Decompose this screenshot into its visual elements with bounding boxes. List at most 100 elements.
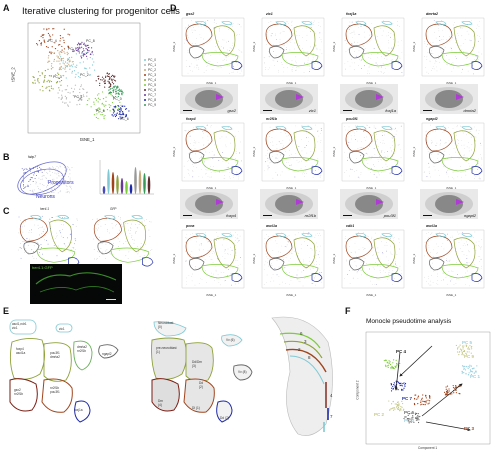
scatter-dot xyxy=(58,185,60,186)
scatter-dot xyxy=(135,223,136,225)
scatter-dot xyxy=(446,39,447,41)
scatter-dot xyxy=(235,148,237,150)
scatter-dot xyxy=(267,160,269,162)
scatter-dot xyxy=(430,234,431,235)
scatter-dot xyxy=(31,191,33,193)
scatter-dot xyxy=(390,367,392,369)
scatter-dot xyxy=(427,44,428,46)
scatter-dot xyxy=(359,258,361,259)
scatter-dot xyxy=(62,62,64,64)
scatter-dot xyxy=(307,233,309,235)
scatter-dot xyxy=(358,148,359,150)
scatter-dot xyxy=(455,384,457,387)
scatter-dot xyxy=(479,176,480,178)
scatter-dot xyxy=(401,72,403,73)
scatter-dot xyxy=(43,39,45,41)
scatter-dot xyxy=(381,34,383,36)
cluster-outline xyxy=(301,20,313,26)
scatter-dot xyxy=(390,251,391,253)
scatter-dot xyxy=(111,223,113,225)
scatter-dot xyxy=(455,344,457,347)
scatter-dot xyxy=(318,130,320,132)
scatter-dot xyxy=(27,218,29,220)
scatter-dot xyxy=(265,261,267,263)
scatter-dot xyxy=(478,26,480,27)
scatter-dot xyxy=(183,165,185,167)
scatter-dot xyxy=(68,191,70,192)
scatter-dot xyxy=(451,279,453,281)
scatter-dot xyxy=(37,170,39,172)
scatter-dot xyxy=(440,50,442,52)
scatter-dot xyxy=(112,87,114,89)
scatter-dot xyxy=(148,221,150,222)
scatter-dot xyxy=(65,89,68,91)
scatter-dot xyxy=(43,34,45,36)
axis-label-x: tSNE_1 xyxy=(446,293,457,297)
scatter-dot xyxy=(64,217,66,219)
scatter-dot xyxy=(431,70,432,71)
scatter-dot xyxy=(467,374,470,376)
scatter-dot xyxy=(60,66,62,68)
scatter-dot xyxy=(475,370,477,372)
scatter-dot xyxy=(377,265,379,267)
scatter-dot xyxy=(195,237,197,239)
scatter-dot xyxy=(379,265,381,267)
scatter-dot xyxy=(386,250,387,252)
scatter-dot xyxy=(415,412,418,415)
scatter-dot xyxy=(226,264,228,265)
scatter-dot xyxy=(230,231,231,233)
scatter-dot xyxy=(287,236,289,237)
panel-a-xlabel: tSNE_1 xyxy=(80,137,95,142)
axis-label-y: tSNE_2 xyxy=(412,253,416,264)
axis-label-y: tSNE_2 xyxy=(252,41,256,52)
scatter-dot xyxy=(452,386,455,389)
scatter-dot xyxy=(188,160,189,162)
scatter-dot xyxy=(135,232,136,234)
scatter-dot xyxy=(70,185,72,187)
feature-plot-title: foxj1a xyxy=(346,12,357,16)
panel-c-letter: C xyxy=(3,206,10,216)
scatter-dot xyxy=(446,64,447,66)
scatter-dot xyxy=(392,400,394,403)
scatter-dot xyxy=(314,278,315,280)
scatter-dot xyxy=(356,55,357,57)
scatter-dot xyxy=(478,58,480,60)
scatter-dot xyxy=(63,39,65,41)
scatter-dot xyxy=(46,186,48,188)
scatter-dot xyxy=(267,157,269,159)
scatter-dot xyxy=(72,48,74,50)
scatter-dot xyxy=(35,182,37,184)
scatter-dot xyxy=(298,232,299,234)
scatter-dot xyxy=(470,373,473,376)
scatter-dot xyxy=(214,252,215,254)
scatter-dot xyxy=(462,251,464,252)
scatter-dot xyxy=(455,283,457,284)
axis-label-y: tSNE_2 xyxy=(412,41,416,52)
scatter-dot xyxy=(471,345,473,348)
scatter-dot xyxy=(190,148,192,150)
axis-label-x: tSNE_1 xyxy=(206,81,217,85)
scatter-dot xyxy=(60,57,62,60)
scatter-dot xyxy=(65,71,67,73)
scatter-dot xyxy=(31,177,33,179)
scatter-dot xyxy=(213,144,215,146)
e-label-dm4: Dm (4) xyxy=(158,399,163,407)
scatter-dot xyxy=(266,256,267,258)
scatter-dot xyxy=(120,223,122,225)
scatter-dot xyxy=(67,217,69,219)
scatter-dot xyxy=(318,22,320,23)
scatter-dot xyxy=(205,168,207,170)
scatter-dot xyxy=(400,148,402,150)
scatter-dot xyxy=(304,158,306,160)
cluster-outline xyxy=(231,61,243,70)
scatter-dot xyxy=(392,128,394,130)
scatter-dot xyxy=(432,68,433,69)
scatter-dot xyxy=(319,264,320,265)
scatter-dot xyxy=(50,74,52,77)
scatter-dot xyxy=(464,369,467,371)
scatter-dot xyxy=(374,283,376,285)
scatter-dot xyxy=(214,50,216,52)
scatter-dot xyxy=(224,249,226,251)
scatter-dot xyxy=(289,169,290,171)
scatter-dot xyxy=(315,46,316,48)
